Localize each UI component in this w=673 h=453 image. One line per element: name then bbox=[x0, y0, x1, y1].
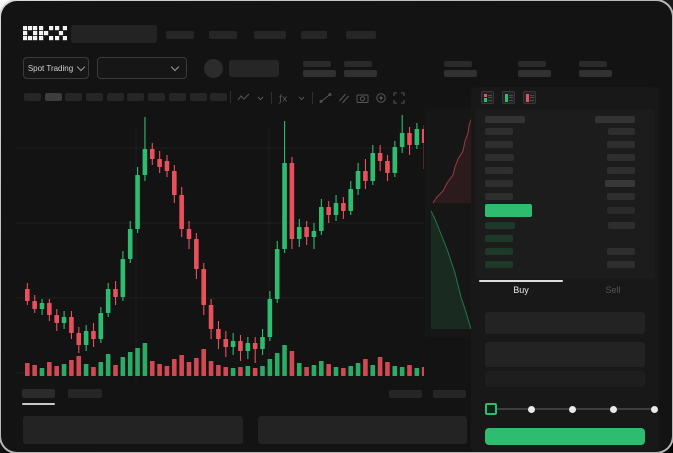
timeframe-button[interactable] bbox=[127, 93, 144, 101]
chevron-down-icon[interactable] bbox=[297, 93, 306, 103]
ask-row-bar[interactable] bbox=[485, 180, 513, 187]
tab-buy-label: Buy bbox=[513, 285, 529, 295]
chevron-down-icon bbox=[170, 62, 180, 71]
timeframe-button[interactable] bbox=[169, 93, 186, 101]
depth-chart-svg bbox=[430, 114, 475, 330]
ask-row-bar[interactable] bbox=[607, 154, 635, 161]
trendline-icon[interactable] bbox=[319, 92, 332, 104]
nav-item-placeholder[interactable] bbox=[209, 31, 237, 39]
ask-row-bar[interactable] bbox=[607, 167, 635, 174]
timeframe-button[interactable] bbox=[190, 93, 207, 101]
orderbook-header-placeholder[interactable] bbox=[485, 116, 525, 123]
depth-chart-bg bbox=[425, 109, 475, 337]
active-tab-indicator bbox=[479, 280, 563, 282]
order-input-field[interactable] bbox=[485, 342, 645, 367]
toolbar-divider bbox=[271, 92, 272, 104]
bottom-tab[interactable] bbox=[68, 389, 102, 398]
slider-stop[interactable] bbox=[609, 405, 617, 413]
orderbook-asks-icon[interactable] bbox=[523, 91, 536, 104]
svg-text:ƒx: ƒx bbox=[278, 95, 288, 105]
pair-selector[interactable] bbox=[97, 57, 187, 79]
bid-row-bar[interactable] bbox=[485, 261, 513, 268]
bid-row-bar[interactable] bbox=[607, 261, 635, 268]
market-type-selector[interactable]: Spot Trading bbox=[23, 57, 89, 79]
nav-item-placeholder[interactable] bbox=[301, 31, 327, 39]
tab-sell-label: Sell bbox=[605, 285, 621, 295]
timeframe-button-selected[interactable] bbox=[45, 93, 62, 101]
chevron-down-icon[interactable] bbox=[256, 93, 265, 103]
slider-stop[interactable] bbox=[528, 405, 536, 413]
bottom-tab-active[interactable] bbox=[22, 389, 55, 398]
target-icon[interactable] bbox=[375, 92, 387, 104]
chart-tool-icons: ƒx bbox=[237, 90, 405, 106]
slider-handle[interactable] bbox=[485, 403, 497, 415]
orderbook bbox=[475, 109, 655, 279]
bid-row-bar[interactable] bbox=[608, 222, 635, 229]
timeframe-button[interactable] bbox=[107, 93, 124, 101]
pair-avatar[interactable] bbox=[204, 59, 223, 78]
ask-row-bar[interactable] bbox=[485, 128, 513, 135]
timeframe-button[interactable] bbox=[210, 93, 227, 101]
price-row-bar[interactable] bbox=[607, 207, 635, 214]
orderbook-combined-icon[interactable] bbox=[481, 91, 494, 104]
ask-row-bar[interactable] bbox=[485, 193, 513, 200]
price-chart-svg bbox=[16, 115, 424, 381]
slider-stop[interactable] bbox=[569, 405, 576, 413]
toolbar-divider bbox=[312, 92, 313, 104]
tab-sell[interactable]: Sell bbox=[567, 285, 659, 295]
order-input-field[interactable] bbox=[485, 371, 645, 387]
indicators-fx-icon[interactable]: ƒx bbox=[278, 92, 291, 105]
pair-name-placeholder bbox=[229, 60, 279, 77]
okx-logo: OKX bbox=[23, 26, 67, 41]
orderbook-header-placeholder[interactable] bbox=[595, 116, 635, 123]
timeframe-button[interactable] bbox=[24, 93, 41, 101]
search-input[interactable] bbox=[71, 25, 157, 43]
ask-row-bar[interactable] bbox=[485, 154, 514, 161]
bid-row-bar[interactable] bbox=[485, 222, 515, 229]
ask-row-bar[interactable] bbox=[607, 141, 635, 148]
ask-row-bar[interactable] bbox=[608, 128, 635, 135]
toolbar-divider bbox=[230, 91, 231, 103]
parallel-lines-icon[interactable] bbox=[338, 92, 350, 104]
ask-row-bar[interactable] bbox=[607, 193, 635, 200]
chevron-down-icon bbox=[76, 62, 86, 71]
timeframe-button[interactable] bbox=[148, 93, 165, 101]
tab-buy[interactable]: Buy bbox=[475, 285, 567, 295]
candle-style-icon[interactable] bbox=[237, 92, 250, 104]
market-type-label: Spot Trading bbox=[27, 63, 74, 73]
bottom-tab-indicator bbox=[22, 403, 55, 405]
timeframe-button[interactable] bbox=[86, 93, 103, 101]
orderbook-view-toggles bbox=[481, 91, 536, 104]
orders-panel-placeholder bbox=[23, 416, 243, 444]
ask-row-bar[interactable] bbox=[485, 141, 513, 148]
chart-control-placeholder[interactable] bbox=[433, 390, 466, 398]
slider-stop[interactable] bbox=[650, 405, 658, 413]
nav-item-placeholder[interactable] bbox=[346, 31, 376, 39]
last-price-bar[interactable] bbox=[485, 204, 532, 217]
bid-row-bar[interactable] bbox=[485, 248, 513, 255]
order-input-field[interactable] bbox=[485, 312, 645, 334]
nav-item-placeholder[interactable] bbox=[254, 31, 286, 39]
ask-row-bar[interactable] bbox=[485, 167, 513, 174]
submit-order-button[interactable] bbox=[485, 428, 645, 445]
nav-item-placeholder[interactable] bbox=[166, 31, 194, 39]
orders-panel-placeholder bbox=[258, 416, 467, 444]
orderbook-bids-icon[interactable] bbox=[502, 91, 515, 104]
bid-row-bar[interactable] bbox=[607, 248, 635, 255]
camera-icon[interactable] bbox=[356, 92, 369, 104]
fullscreen-icon[interactable] bbox=[393, 92, 405, 104]
timeframe-button[interactable] bbox=[65, 93, 82, 101]
bid-row-bar[interactable] bbox=[485, 235, 513, 242]
chart-control-placeholder[interactable] bbox=[389, 390, 422, 398]
ask-row-bar[interactable] bbox=[605, 180, 635, 187]
